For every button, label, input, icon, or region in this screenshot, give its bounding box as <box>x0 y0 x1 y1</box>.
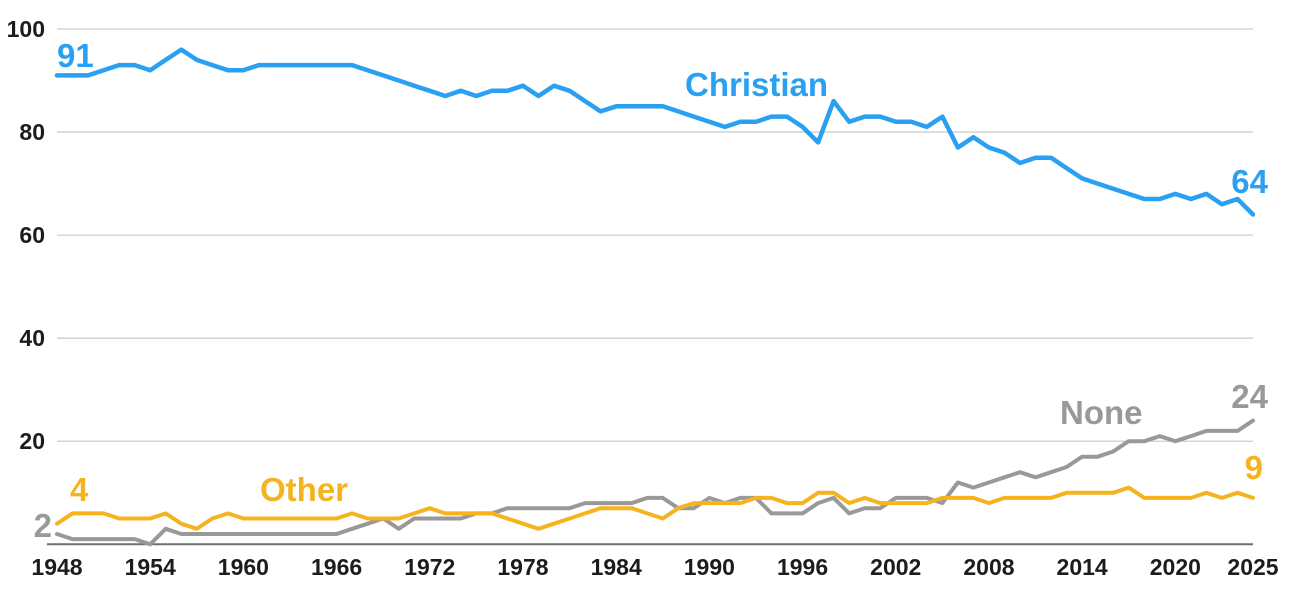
gridlines-group <box>57 28 1253 442</box>
y-tick-label-80: 80 <box>19 119 45 145</box>
other-line <box>55 485 1255 531</box>
x-tick-label-2020: 2020 <box>1150 554 1201 580</box>
y-tick-label-40: 40 <box>19 325 45 351</box>
christian-end-value-label: 64 <box>1231 163 1268 200</box>
x-tick-label-1990: 1990 <box>684 554 735 580</box>
other-start-value-label: 4 <box>70 471 89 508</box>
x-tick-label-1966: 1966 <box>311 554 362 580</box>
none-start-value-label: 2 <box>34 507 52 544</box>
x-tick-label-1978: 1978 <box>497 554 548 580</box>
x-tick-label-2002: 2002 <box>870 554 921 580</box>
labels-group: 20 40 60 80 100 Christian None Other 91 64 2 24 4 9 <box>7 16 1269 544</box>
x-tick-label-1984: 1984 <box>591 554 642 580</box>
y-tick-label-100: 100 <box>7 16 45 42</box>
x-tick-label-1972: 1972 <box>404 554 455 580</box>
y-tick-label-20: 20 <box>19 428 45 454</box>
x-tick-label-1996: 1996 <box>777 554 828 580</box>
none-line <box>55 418 1255 547</box>
x-tick-label-1954: 1954 <box>125 554 176 580</box>
x-tick-label-2014: 2014 <box>1057 554 1108 580</box>
christian-start-value-label: 91 <box>57 37 94 74</box>
none-series-label-label: None <box>1060 394 1143 431</box>
christian-line <box>54 47 1256 217</box>
x-tick-label-2008: 2008 <box>963 554 1014 580</box>
other-end-value-label: 9 <box>1245 449 1263 486</box>
x-axis-group: 1948 1954 1960 1966 1972 1978 1984 1990 1996 2002… <box>31 543 1279 580</box>
christian-series-label-label: Christian <box>685 66 828 103</box>
none-end-value-label: 24 <box>1231 378 1268 415</box>
x-tick-label-1960: 1960 <box>218 554 269 580</box>
series-lines-group <box>54 47 1256 547</box>
y-tick-label-60: 60 <box>19 222 45 248</box>
other-series-label-label: Other <box>260 471 348 508</box>
x-tick-label-1948: 1948 <box>31 554 82 580</box>
x-tick-label-2025: 2025 <box>1227 554 1278 580</box>
